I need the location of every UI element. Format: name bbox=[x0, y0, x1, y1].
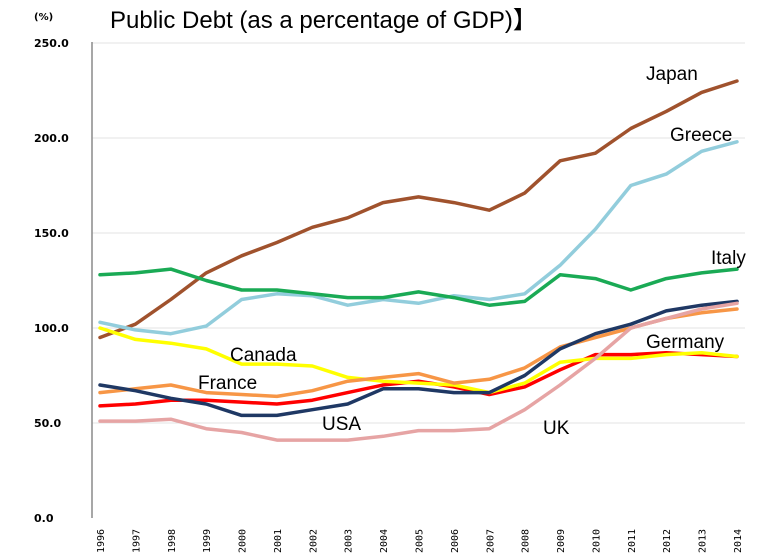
series-label-usa: USA bbox=[322, 414, 361, 435]
series-line-canada bbox=[98, 326, 739, 395]
x-tick-1997: 1997 bbox=[131, 529, 142, 553]
x-axis-ticks: 1996 1997 1998 1999 2000 2001 2002 2003 2004 2005… bbox=[96, 529, 744, 553]
x-tick-2006: 2006 bbox=[450, 529, 461, 553]
x-tick-2008: 2008 bbox=[521, 529, 532, 553]
y-tick-250-0: 250.0 bbox=[34, 37, 69, 50]
series-label-greece: Greece bbox=[670, 125, 732, 146]
y-tick-0-0: 0.0 bbox=[34, 512, 54, 525]
x-tick-1999: 1999 bbox=[202, 529, 213, 553]
series-lines bbox=[98, 79, 739, 442]
y-tick-50-0: 50.0 bbox=[34, 417, 61, 430]
x-tick-2012: 2012 bbox=[662, 529, 673, 553]
series-line-greece bbox=[98, 140, 739, 336]
x-tick-2013: 2013 bbox=[698, 529, 709, 553]
x-tick-2010: 2010 bbox=[591, 529, 602, 553]
y-tick-150-0: 150.0 bbox=[34, 227, 69, 240]
x-tick-2007: 2007 bbox=[485, 529, 496, 553]
series-label-uk: UK bbox=[543, 418, 570, 439]
series-line-uk bbox=[98, 301, 739, 442]
gridlines bbox=[92, 42, 745, 424]
x-tick-2000: 2000 bbox=[238, 529, 249, 553]
y-tick-200-0: 200.0 bbox=[34, 132, 69, 145]
y-axis-ticks: 0.0 50.0 100.0 150.0 200.0 250.0 bbox=[34, 37, 69, 525]
series-line-usa bbox=[98, 299, 739, 418]
series-line-japan bbox=[98, 79, 739, 340]
x-tick-2011: 2011 bbox=[627, 529, 638, 553]
y-tick-100-0: 100.0 bbox=[34, 322, 69, 335]
x-tick-2004: 2004 bbox=[379, 529, 390, 553]
x-tick-2014: 2014 bbox=[733, 529, 744, 553]
x-tick-2002: 2002 bbox=[308, 529, 319, 553]
series-line-germany bbox=[98, 350, 739, 408]
x-tick-2001: 2001 bbox=[273, 529, 284, 553]
series-label-italy: Italy bbox=[711, 248, 746, 269]
y-axis-unit: (%) bbox=[34, 12, 53, 23]
series-label-germany: Germany bbox=[646, 332, 725, 353]
chart-title: Public Debt (as a percentage of GDP)】 bbox=[110, 7, 537, 34]
x-tick-2003: 2003 bbox=[344, 529, 355, 553]
x-tick-1998: 1998 bbox=[167, 529, 178, 553]
series-label-france: France bbox=[198, 373, 257, 394]
series-label-japan: Japan bbox=[646, 64, 698, 85]
series-labels: Japan Greece Italy Germany Canada France USA UK bbox=[198, 64, 746, 439]
x-tick-2005: 2005 bbox=[415, 529, 426, 553]
series-label-canada: Canada bbox=[230, 345, 297, 366]
x-tick-1996: 1996 bbox=[96, 529, 107, 553]
series-line-italy bbox=[98, 267, 739, 307]
x-tick-2009: 2009 bbox=[556, 529, 567, 553]
